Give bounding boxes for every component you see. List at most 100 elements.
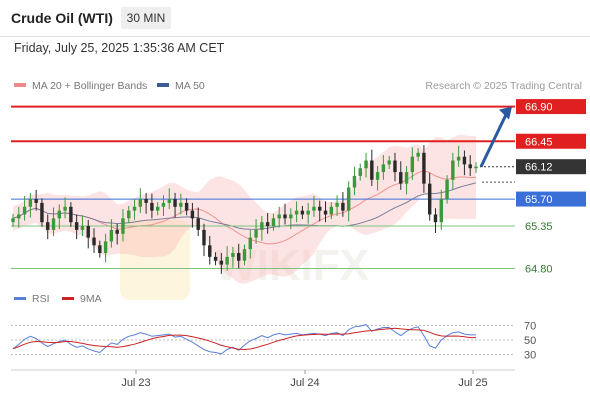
candle — [248, 229, 253, 259]
candle — [225, 246, 229, 271]
candle — [242, 244, 247, 266]
candle — [370, 149, 374, 186]
level-tag — [516, 133, 586, 149]
candle — [236, 243, 241, 269]
level-label: 64.80 — [525, 263, 553, 275]
candle — [265, 212, 270, 234]
candle — [364, 152, 368, 178]
candle — [127, 206, 131, 223]
candle — [179, 193, 183, 215]
candle — [11, 213, 15, 227]
timestamp: Friday, July 25, 2025 1:35:36 AM CET — [14, 41, 225, 55]
legend-swatch — [14, 83, 26, 88]
candle — [74, 214, 79, 240]
candle — [439, 189, 443, 230]
chart-header: Crude Oil (WTI) 30 MIN — [0, 0, 590, 37]
candle — [22, 195, 27, 221]
candle — [260, 216, 264, 241]
trend-arrow — [479, 106, 512, 168]
candle — [86, 219, 90, 249]
candle — [69, 202, 73, 227]
candle — [416, 148, 420, 162]
candle — [404, 165, 409, 195]
candle — [254, 219, 258, 244]
level-tag — [516, 191, 586, 207]
candle — [231, 246, 235, 268]
candle — [103, 233, 108, 263]
candle — [341, 192, 345, 217]
level-last-price: 66.12 — [480, 159, 586, 175]
candle — [34, 189, 38, 211]
level-label: 65.35 — [525, 221, 553, 233]
bollinger-band — [13, 135, 476, 284]
level-label: 66.90 — [525, 102, 553, 114]
candle — [312, 195, 316, 217]
candle — [283, 203, 287, 225]
candle — [63, 197, 67, 219]
level-label: 66.45 — [525, 136, 553, 148]
candle — [335, 195, 339, 217]
candle — [427, 172, 432, 221]
level-tag — [516, 99, 586, 115]
x-tick-label: Jul 24 — [290, 377, 319, 389]
candle — [306, 202, 310, 224]
level-support: 64.80 — [11, 263, 553, 275]
candle — [451, 152, 455, 190]
candle — [46, 214, 50, 240]
rsi-legend: RSI 9MA — [14, 293, 102, 305]
candle — [271, 213, 276, 231]
timeframe-button[interactable]: 30 MIN — [121, 7, 171, 29]
candle — [422, 145, 426, 193]
level-resistance: 66.45 — [11, 133, 586, 149]
candle — [115, 223, 119, 245]
candle — [468, 155, 472, 176]
candle — [150, 193, 154, 219]
candle — [289, 208, 293, 230]
level-resistance: 66.90 — [11, 99, 586, 115]
level-label: 66.12 — [525, 162, 553, 174]
rsi-tick-label: 50 — [524, 335, 536, 347]
legend-ma50: MA 50 — [157, 80, 205, 92]
candle — [208, 236, 212, 265]
candle — [28, 192, 33, 218]
level-tag — [516, 159, 586, 175]
legend-ma20: MA 20 + Bollinger Bands — [14, 80, 147, 92]
candle — [381, 155, 386, 180]
candle — [323, 201, 328, 223]
instrument-title: Crude Oil (WTI) — [11, 10, 113, 26]
candle — [184, 198, 189, 216]
candle — [300, 206, 305, 220]
x-tick-label: Jul 25 — [458, 377, 487, 389]
legend-swatch — [157, 83, 169, 88]
candle — [202, 223, 206, 257]
candle — [346, 181, 351, 222]
rsi-tick-label: 70 — [524, 320, 536, 332]
candle — [474, 162, 478, 173]
rsi-legend-swatch — [14, 297, 26, 300]
ma50-line — [12, 182, 477, 230]
watermark-logo — [120, 220, 190, 300]
candle — [144, 192, 148, 214]
legend-label: MA 50 — [175, 80, 205, 92]
candle — [109, 219, 114, 248]
candle — [433, 208, 438, 233]
candle — [98, 240, 102, 258]
candle — [57, 204, 62, 230]
candle — [358, 163, 362, 181]
candle — [167, 188, 171, 210]
rsi-legend-label: RSI — [32, 293, 50, 305]
candle — [121, 209, 125, 242]
candle — [352, 166, 357, 196]
candle — [445, 175, 449, 204]
legend-label: MA 20 + Bollinger Bands — [32, 80, 148, 92]
candle — [387, 155, 391, 169]
candle — [155, 202, 160, 216]
candle — [329, 202, 334, 220]
rsi-ma-line — [12, 327, 476, 351]
candle — [456, 145, 461, 167]
candle — [393, 152, 397, 182]
rsi-ma-legend-label: 9MA — [80, 293, 102, 305]
candle — [132, 199, 137, 220]
candle — [173, 192, 177, 218]
